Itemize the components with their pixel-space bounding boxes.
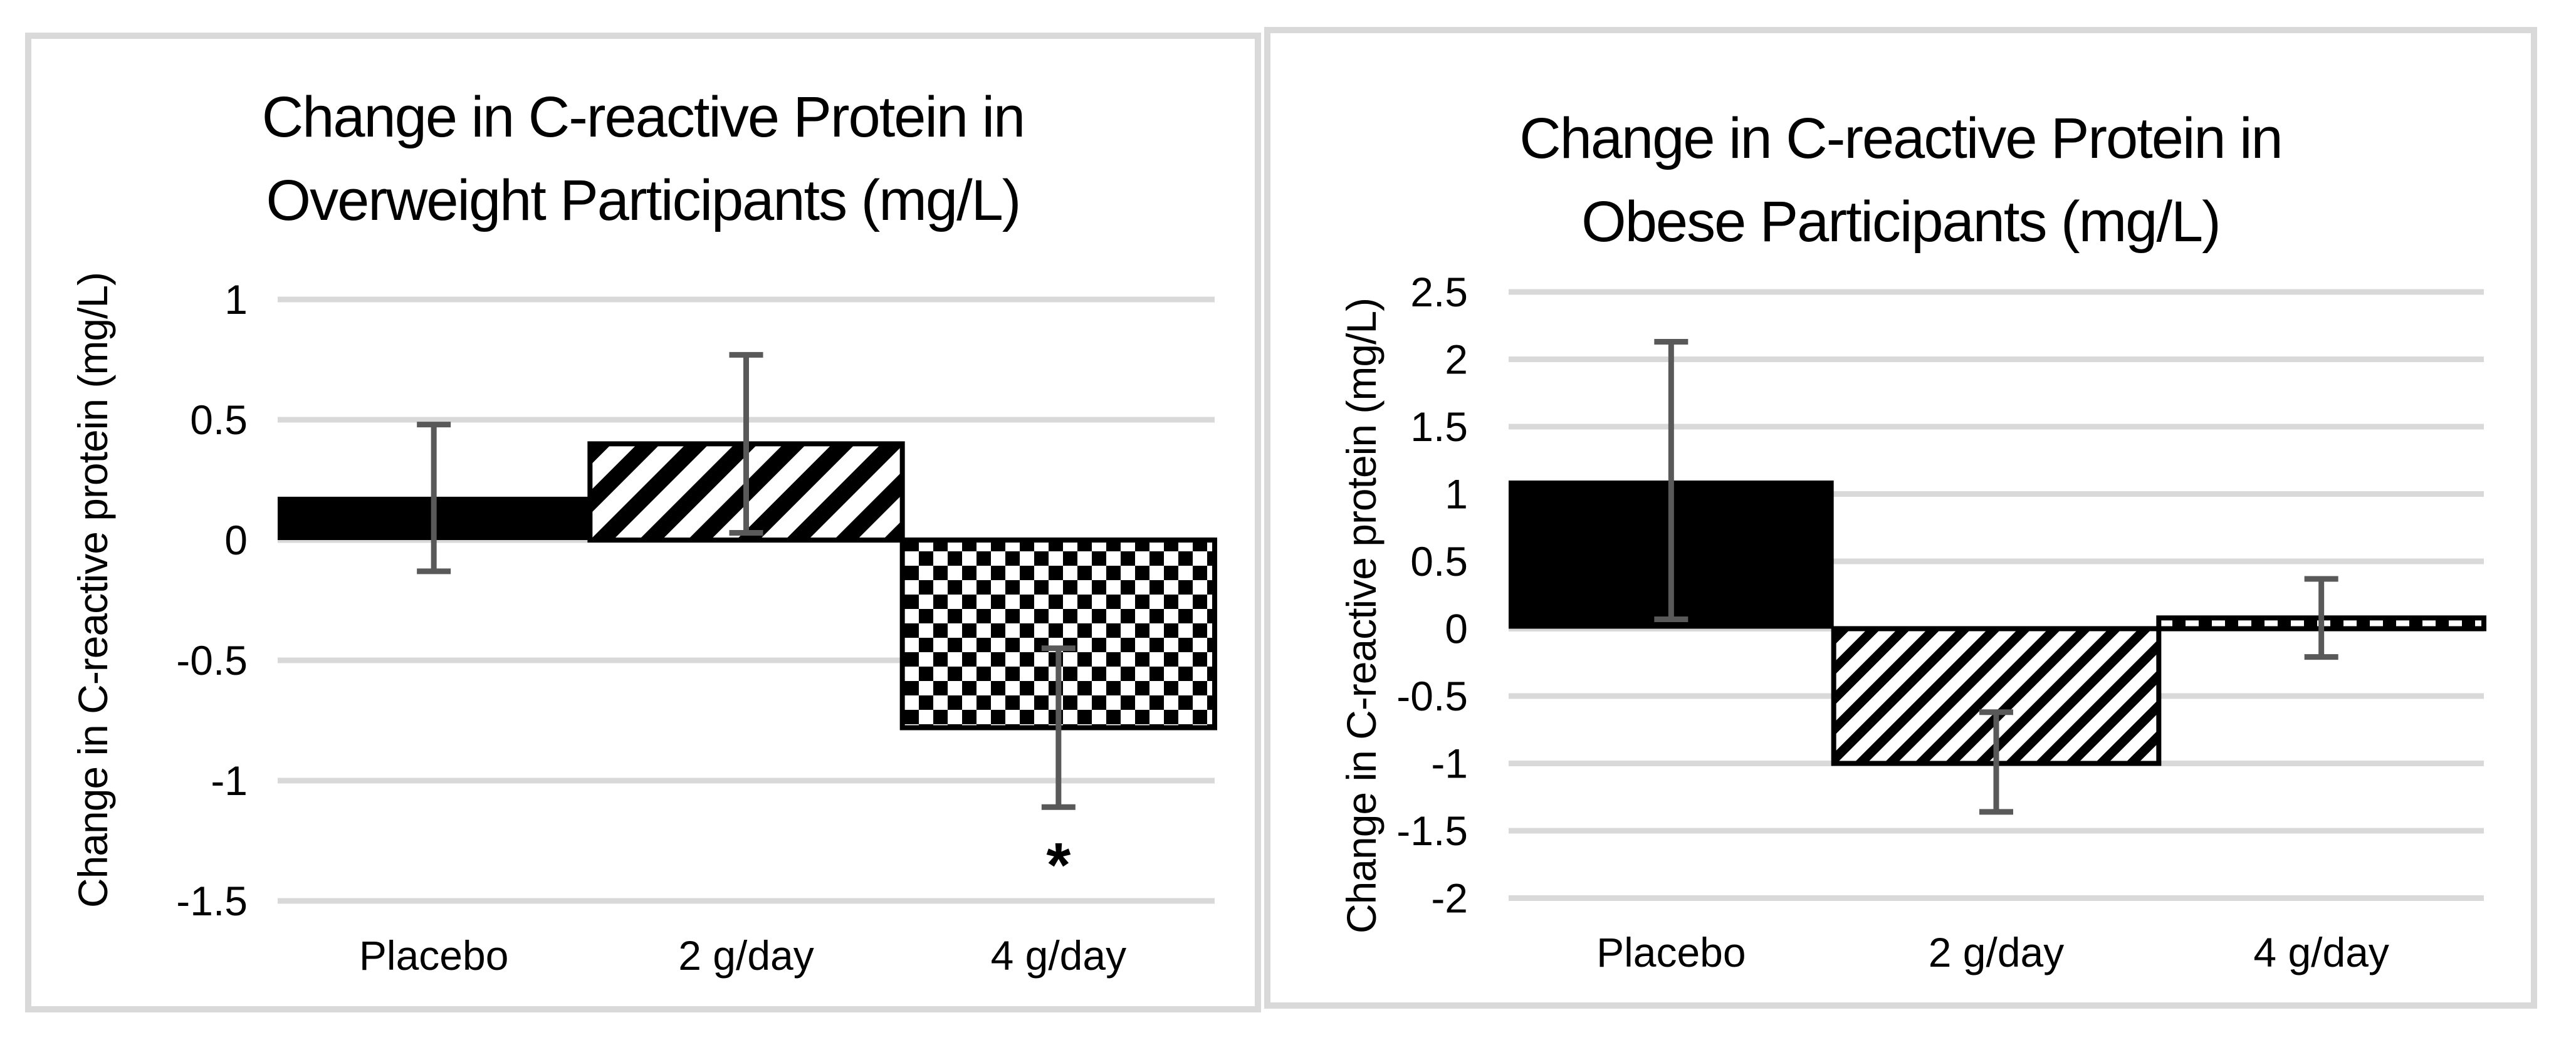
y-axis-tick-label: -1.5 [1396,808,1468,854]
chart-panel-obese: Change in C-reactive Protein in Obese Pa… [1264,27,2537,1009]
y-axis-tick-label: 2.5 [1410,269,1468,315]
y-axis-tick-label: 0.5 [1410,538,1468,585]
x-axis-label: 4 g/day [991,932,1127,979]
y-axis-tick-label: 1 [1445,471,1468,517]
x-axis-label: Placebo [1596,929,1746,975]
error-bar [729,351,763,536]
chart-title: Change in C-reactive Protein in Overweig… [25,76,1261,242]
y-axis-tick-label: 0 [1445,606,1468,652]
y-axis-tick-label: 1 [224,276,248,323]
x-axis-label: 4 g/day [2253,929,2389,975]
y-axis-tick-label: -1.5 [176,878,248,924]
bar-chart-obese: 2.5 2 1.5 1 0.5 0 -0.5 -1 -1.5 -2 Placebo 2 g/day 4 … [1396,269,2487,975]
error-bar [1979,709,2013,815]
bar-chart-overweight: 1 0.5 0 -0.5 -1 -1.5 Placebo 2 g/day 4 g/day * [176,276,1217,979]
chart-title-line2: Overweight Participants (mg/L) [266,169,1022,232]
chart-title: Change in C-reactive Protein in Obese Pa… [1264,97,2537,264]
y-axis-tick-label: -2 [1431,875,1468,922]
y-axis-tick-label: 1.5 [1410,403,1468,450]
chart-title-line2: Obese Participants (mg/L) [1581,190,2221,254]
y-axis-tick-label: 2 [1445,336,1468,383]
y-axis-tick-label: -0.5 [176,637,248,684]
x-axis-label: Placebo [359,932,509,979]
y-axis-tick-label: 0.5 [190,397,248,443]
y-axis-tick-label: 0 [224,517,248,563]
y-axis-tick-label: -1 [1431,741,1468,787]
chart-panel-overweight: Change in C-reactive Protein in Overweig… [25,33,1261,1012]
chart-title-line1: Change in C-reactive Protein in [261,85,1025,149]
chart-title-line1: Change in C-reactive Protein in [1519,107,2283,170]
error-bar [1041,645,1076,810]
significance-asterisk: * [1046,830,1071,900]
x-axis-label: 2 g/day [1929,929,2065,975]
y-axis-tick-label: -0.5 [1396,673,1468,719]
error-bar [417,422,451,575]
y-axis-tick-label: -1 [211,757,248,804]
error-bar [2304,576,2338,660]
error-bar [1654,339,1689,622]
x-axis-label: 2 g/day [678,932,814,979]
